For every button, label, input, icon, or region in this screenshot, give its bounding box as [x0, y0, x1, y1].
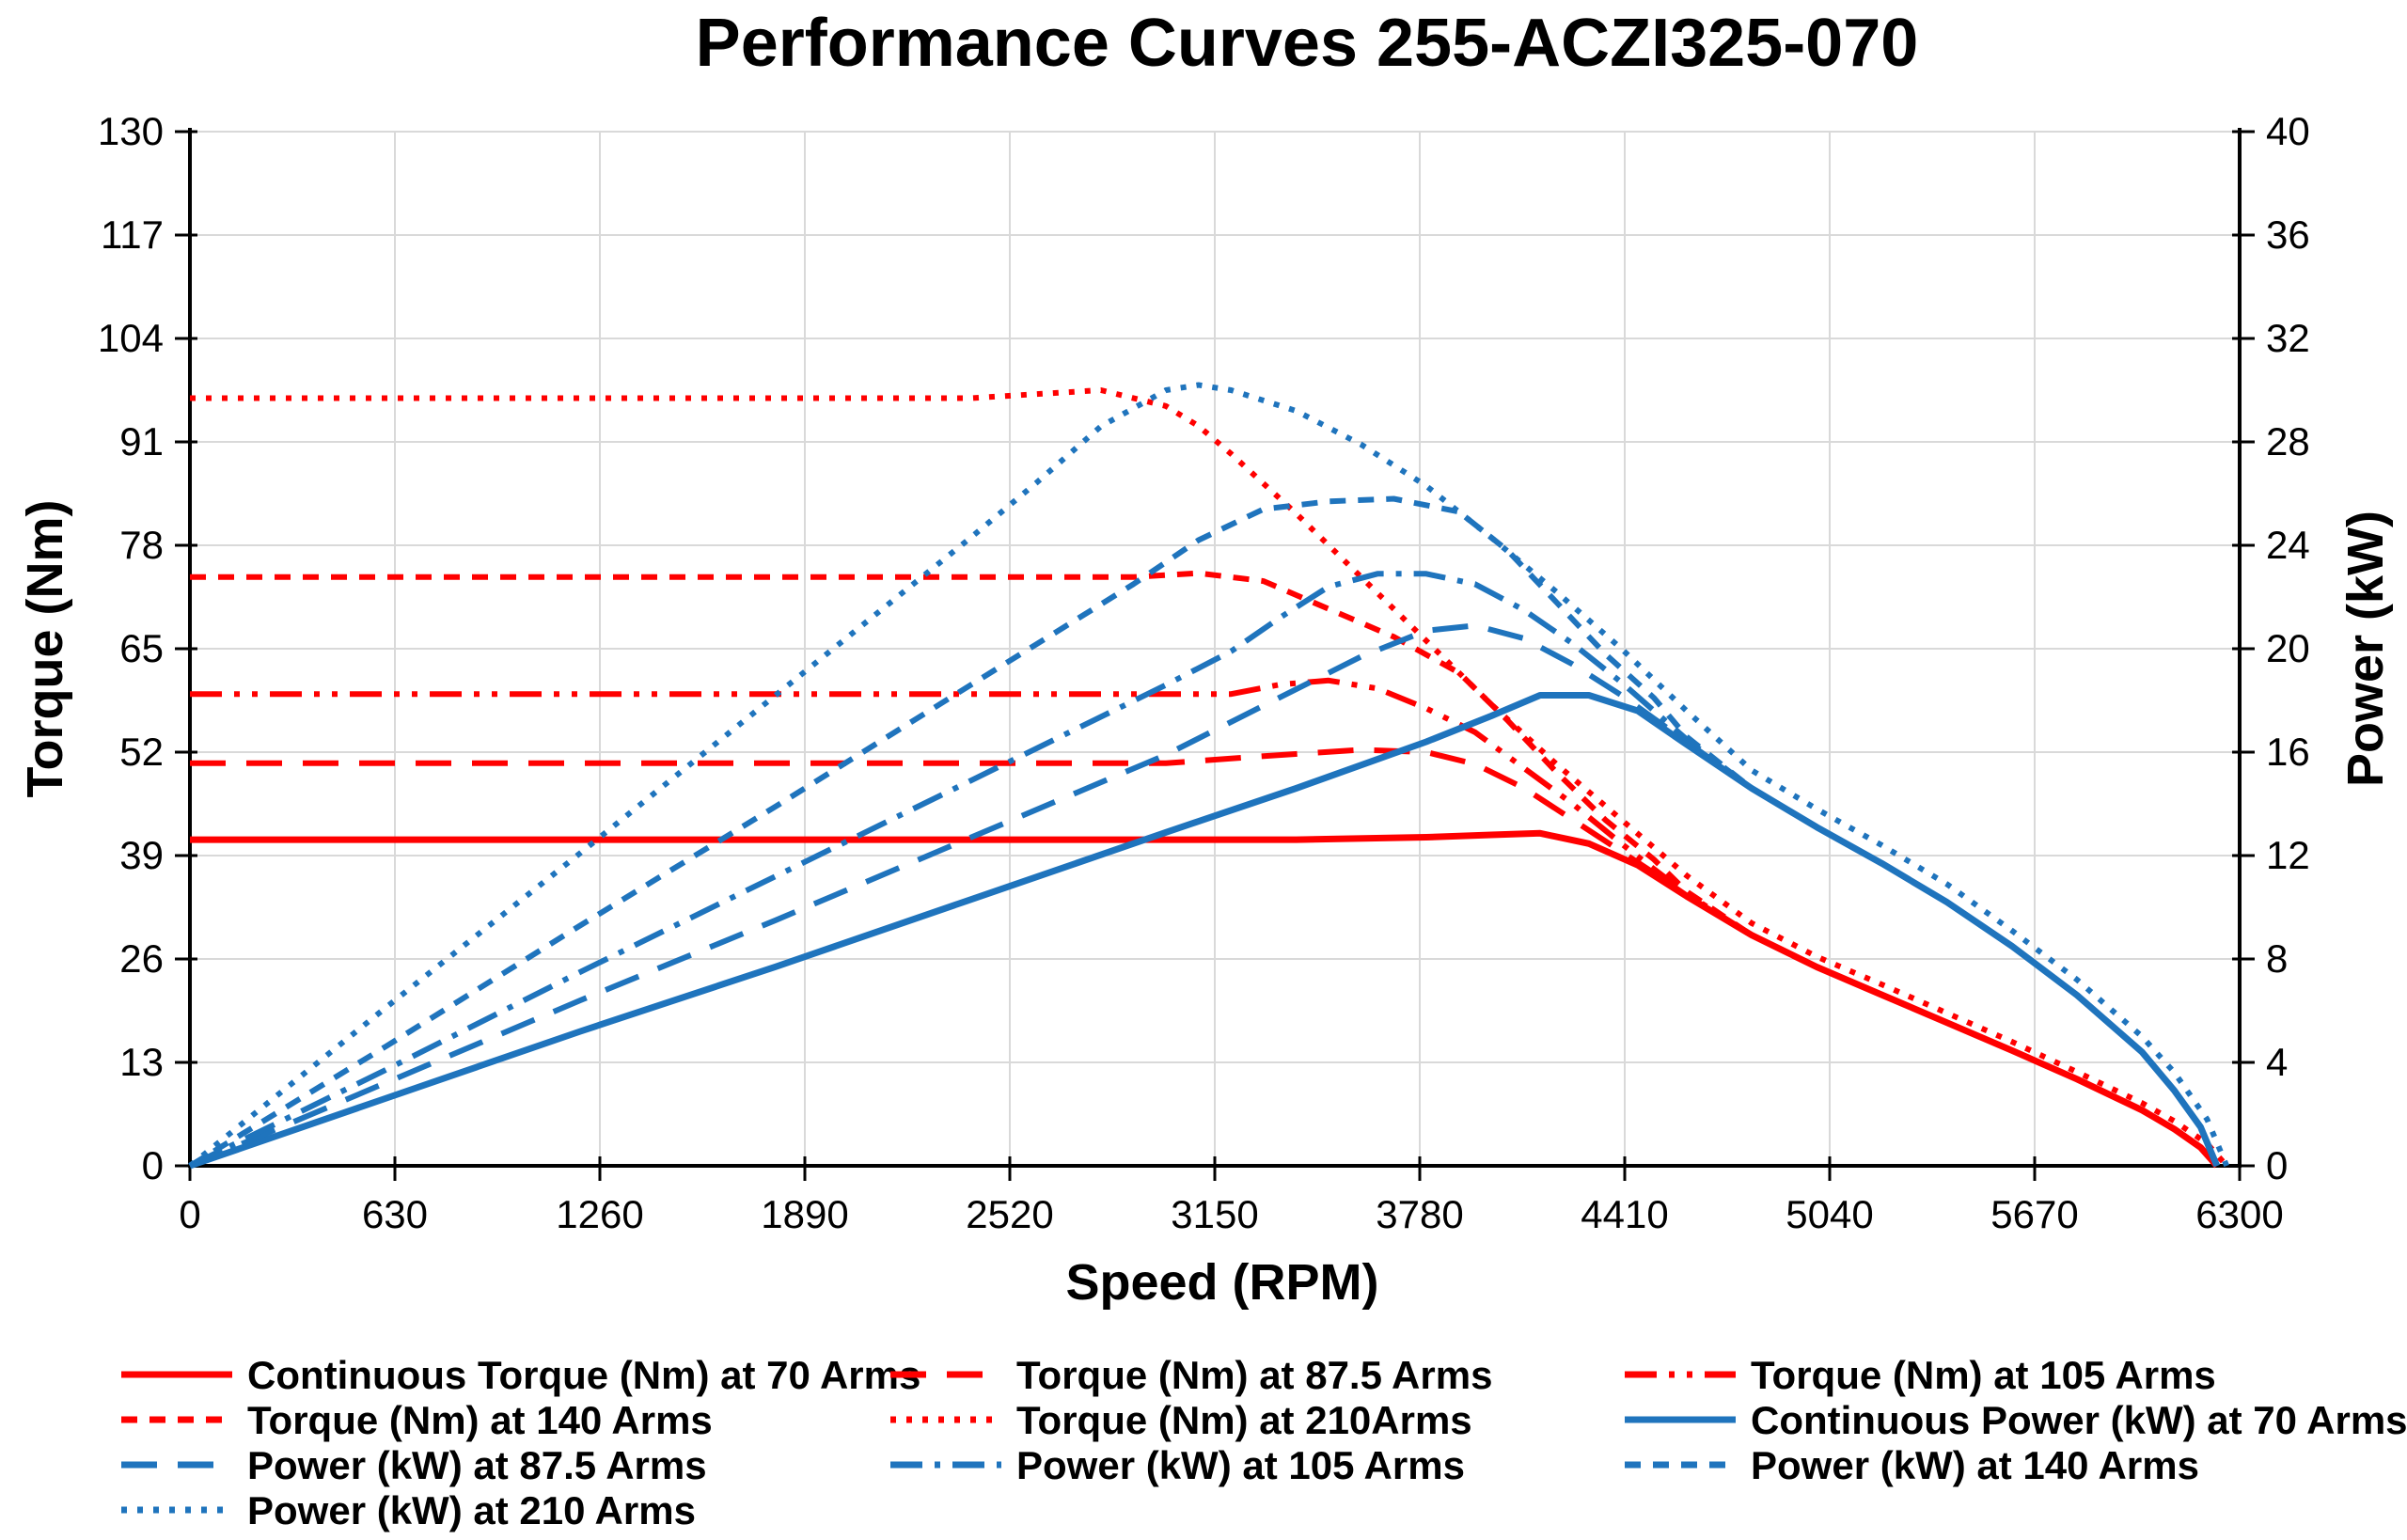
- legend-label: Torque (Nm) at 210Arms: [1016, 1398, 1472, 1442]
- y-left-tick-label: 78: [119, 523, 164, 567]
- legend-label: Power (kW) at 87.5 Arms: [247, 1443, 707, 1487]
- legend-label: Continuous Power (kW) at 70 Arms: [1751, 1398, 2407, 1442]
- y-left-tick-label: 65: [119, 626, 164, 670]
- x-tick-label: 4410: [1581, 1192, 1668, 1236]
- legend-item-torque-105: Torque (Nm) at 105 Arms: [1625, 1353, 2216, 1397]
- y-right-tick-label: 0: [2266, 1143, 2288, 1187]
- series-torque-87-5: [190, 746, 2220, 1168]
- y-left-tick-label: 91: [119, 419, 164, 464]
- x-tick-label: 3780: [1376, 1192, 1463, 1236]
- chart-title: Performance Curves 255-ACZI325-070: [696, 6, 1919, 81]
- x-tick-label: 2520: [966, 1192, 1053, 1236]
- y-left-tick-label: 130: [98, 109, 164, 153]
- series-torque-210: [190, 387, 2229, 1168]
- legend-label: Power (kW) at 140 Arms: [1751, 1443, 2199, 1487]
- legend-item-torque-140: Torque (Nm) at 140 Arms: [121, 1398, 713, 1442]
- legend-item-torque-210: Torque (Nm) at 210Arms: [890, 1398, 1472, 1442]
- y-left-tick-label: 13: [119, 1040, 164, 1084]
- y-left-tick-label: 52: [119, 730, 164, 774]
- series-power-140: [188, 495, 2220, 1169]
- y-right-tick-label: 28: [2266, 419, 2310, 464]
- axes: [175, 128, 2255, 1181]
- x-tick-label: 1890: [761, 1192, 848, 1236]
- legend: Continuous Torque (Nm) at 70 Arms Torque …: [121, 1353, 2407, 1532]
- x-tick-label: 1260: [556, 1192, 643, 1236]
- x-axis-title: Speed (RPM): [1065, 1254, 1378, 1311]
- y-left-tick-label: 104: [98, 316, 164, 360]
- series-lines: [188, 382, 2229, 1170]
- tick-labels: 0 630 1260 1890 2520 3150 3780 4410 5040 5670 6300…: [98, 109, 2310, 1236]
- legend-item-power-210: Power (kW) at 210 Arms: [121, 1488, 696, 1532]
- legend-label: Torque (Nm) at 87.5 Arms: [1016, 1353, 1492, 1397]
- y-right-axis-title: Power (kW): [2337, 511, 2394, 787]
- y-left-tick-label: 26: [119, 936, 164, 981]
- legend-item-power-70: Continuous Power (kW) at 70 Arms: [1625, 1398, 2407, 1442]
- legend-label: Power (kW) at 210 Arms: [247, 1488, 696, 1532]
- series-power-210: [188, 382, 2229, 1169]
- y-right-tick-label: 12: [2266, 833, 2310, 877]
- legend-label: Torque (Nm) at 140 Arms: [247, 1398, 713, 1442]
- x-tick-label: 5670: [1990, 1192, 2078, 1236]
- legend-item-power-87-5: Power (kW) at 87.5 Arms: [121, 1443, 707, 1487]
- x-tick-label: 630: [362, 1192, 428, 1236]
- y-right-tick-label: 4: [2266, 1040, 2288, 1084]
- x-tick-label: 3150: [1171, 1192, 1258, 1236]
- legend-item-power-105: Power (kW) at 105 Arms: [890, 1443, 1465, 1487]
- gridlines: [190, 131, 2241, 1167]
- legend-item-torque-87-5: Torque (Nm) at 87.5 Arms: [890, 1353, 1492, 1397]
- series-power-105: [188, 571, 2220, 1169]
- y-left-tick-label: 39: [119, 833, 164, 877]
- legend-label: Torque (Nm) at 105 Arms: [1751, 1353, 2216, 1397]
- y-right-tick-label: 16: [2266, 730, 2310, 774]
- x-tick-label: 5040: [1786, 1192, 1873, 1236]
- y-right-tick-label: 20: [2266, 626, 2310, 670]
- x-tick-label: 0: [179, 1192, 200, 1236]
- y-left-tick-label: 0: [142, 1143, 164, 1187]
- legend-item-torque-70: Continuous Torque (Nm) at 70 Arms: [121, 1353, 920, 1397]
- y-left-tick-label: 117: [101, 212, 164, 257]
- series-torque-140: [190, 570, 2220, 1168]
- y-right-tick-label: 40: [2266, 109, 2310, 153]
- series-torque-105: [190, 677, 2220, 1168]
- series-power-87-5: [188, 622, 2220, 1169]
- y-left-axis-title: Torque (Nm): [17, 500, 73, 798]
- y-right-tick-label: 36: [2266, 212, 2310, 257]
- legend-label: Continuous Torque (Nm) at 70 Arms: [247, 1353, 920, 1397]
- y-right-tick-label: 8: [2266, 936, 2288, 981]
- y-right-tick-label: 32: [2266, 316, 2310, 360]
- x-tick-label: 6300: [2195, 1192, 2283, 1236]
- legend-label: Power (kW) at 105 Arms: [1016, 1443, 1465, 1487]
- legend-item-power-140: Power (kW) at 140 Arms: [1625, 1443, 2199, 1487]
- y-right-tick-label: 24: [2266, 523, 2310, 567]
